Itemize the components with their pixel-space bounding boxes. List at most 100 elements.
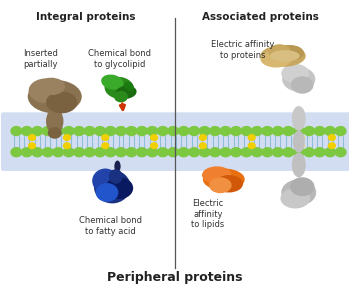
Circle shape — [74, 127, 84, 135]
Ellipse shape — [105, 77, 134, 99]
Ellipse shape — [292, 106, 306, 131]
Ellipse shape — [94, 170, 131, 204]
Circle shape — [29, 135, 35, 140]
Ellipse shape — [280, 188, 310, 208]
Circle shape — [136, 148, 147, 157]
Circle shape — [272, 148, 283, 157]
Circle shape — [325, 127, 336, 135]
Text: Chemical bond
to glycolipid: Chemical bond to glycolipid — [88, 49, 151, 69]
Ellipse shape — [281, 179, 316, 206]
Circle shape — [32, 148, 43, 157]
Circle shape — [42, 127, 53, 135]
Ellipse shape — [116, 86, 136, 99]
Circle shape — [158, 127, 168, 135]
Circle shape — [248, 135, 255, 140]
Circle shape — [231, 148, 241, 157]
Ellipse shape — [293, 131, 305, 152]
Circle shape — [293, 127, 304, 135]
Circle shape — [147, 127, 158, 135]
Circle shape — [168, 148, 178, 157]
Text: Electric affinity
to proteins: Electric affinity to proteins — [211, 40, 275, 60]
Ellipse shape — [29, 79, 63, 103]
Circle shape — [189, 127, 199, 135]
Circle shape — [220, 127, 231, 135]
Circle shape — [63, 135, 70, 140]
Circle shape — [150, 143, 158, 149]
Circle shape — [126, 127, 137, 135]
Circle shape — [231, 127, 241, 135]
Circle shape — [74, 148, 84, 157]
Circle shape — [248, 143, 255, 149]
Circle shape — [272, 127, 283, 135]
Circle shape — [304, 127, 315, 135]
Circle shape — [136, 127, 147, 135]
Circle shape — [297, 143, 304, 149]
Ellipse shape — [281, 64, 309, 83]
Circle shape — [126, 148, 137, 157]
Circle shape — [95, 148, 105, 157]
Circle shape — [283, 148, 294, 157]
Circle shape — [199, 143, 206, 149]
Circle shape — [328, 135, 335, 140]
Circle shape — [116, 127, 126, 135]
Circle shape — [262, 148, 273, 157]
Circle shape — [21, 148, 32, 157]
Circle shape — [11, 127, 22, 135]
Ellipse shape — [96, 183, 118, 202]
Ellipse shape — [105, 177, 133, 199]
Text: Associated proteins: Associated proteins — [202, 12, 319, 22]
Ellipse shape — [114, 91, 128, 102]
Ellipse shape — [124, 82, 134, 91]
Circle shape — [241, 148, 252, 157]
Circle shape — [42, 148, 53, 157]
Circle shape — [335, 127, 346, 135]
Ellipse shape — [260, 50, 292, 67]
Circle shape — [220, 148, 231, 157]
Ellipse shape — [268, 44, 291, 59]
Circle shape — [63, 127, 74, 135]
Circle shape — [105, 148, 116, 157]
Circle shape — [252, 148, 262, 157]
Circle shape — [63, 143, 70, 149]
FancyBboxPatch shape — [1, 112, 350, 171]
Ellipse shape — [215, 175, 243, 192]
Circle shape — [178, 127, 189, 135]
Circle shape — [102, 143, 109, 149]
Circle shape — [95, 127, 105, 135]
Circle shape — [168, 127, 178, 135]
Text: Peripheral proteins: Peripheral proteins — [107, 271, 243, 284]
Circle shape — [29, 143, 35, 149]
Ellipse shape — [92, 168, 118, 193]
Ellipse shape — [203, 168, 245, 190]
Ellipse shape — [114, 161, 121, 172]
Ellipse shape — [290, 177, 314, 196]
Text: Integral proteins: Integral proteins — [36, 12, 136, 22]
Ellipse shape — [291, 76, 314, 94]
Circle shape — [252, 127, 262, 135]
Circle shape — [63, 148, 74, 157]
Circle shape — [199, 148, 210, 157]
Circle shape — [293, 148, 304, 157]
Ellipse shape — [209, 177, 232, 193]
Circle shape — [283, 127, 294, 135]
Circle shape — [189, 148, 199, 157]
Circle shape — [178, 148, 189, 157]
Circle shape — [304, 148, 315, 157]
Ellipse shape — [202, 166, 232, 184]
Ellipse shape — [109, 169, 123, 184]
Circle shape — [158, 148, 168, 157]
Circle shape — [53, 148, 64, 157]
Circle shape — [210, 148, 221, 157]
Ellipse shape — [37, 78, 65, 95]
Circle shape — [150, 135, 158, 140]
Circle shape — [325, 148, 336, 157]
Circle shape — [241, 127, 252, 135]
Ellipse shape — [276, 45, 304, 61]
Circle shape — [199, 127, 210, 135]
Circle shape — [84, 148, 95, 157]
Circle shape — [328, 143, 335, 149]
Circle shape — [210, 127, 221, 135]
Ellipse shape — [260, 45, 306, 67]
Ellipse shape — [270, 50, 300, 62]
Circle shape — [116, 148, 126, 157]
